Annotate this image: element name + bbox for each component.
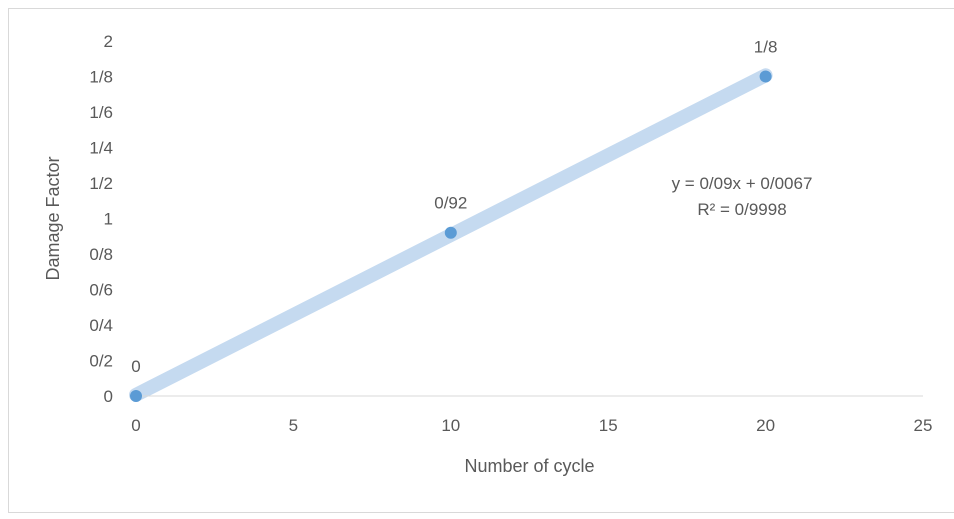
x-tick-labels: 0 5 10 15 20 25 bbox=[131, 416, 932, 435]
x-tick-label: 20 bbox=[756, 416, 775, 435]
chart-svg: 0 0/2 0/4 0/6 0/8 1 1/2 1/4 1/6 1/8 2 0 5 10 15 20 25 0… bbox=[43, 32, 932, 476]
x-tick-label: 15 bbox=[599, 416, 618, 435]
y-tick-label: 1 bbox=[104, 210, 113, 229]
data-points bbox=[130, 70, 772, 402]
y-tick-label: 1/4 bbox=[89, 139, 113, 158]
x-tick-label: 10 bbox=[441, 416, 460, 435]
chart-frame: 0 0/2 0/4 0/6 0/8 1 1/2 1/4 1/6 1/8 2 0 5 10 15 20 25 0… bbox=[8, 8, 954, 513]
data-point bbox=[759, 70, 772, 83]
data-label: 0 bbox=[131, 357, 140, 376]
y-tick-label: 1/2 bbox=[89, 174, 113, 193]
trendline-r-squared: R² = 0/9998 bbox=[697, 200, 786, 219]
x-tick-label: 0 bbox=[131, 416, 140, 435]
y-tick-label: 0 bbox=[104, 387, 113, 406]
data-point bbox=[130, 390, 142, 402]
y-tick-label: 0/8 bbox=[89, 245, 113, 264]
data-label: 0/92 bbox=[434, 194, 467, 213]
data-labels: 0 0/92 1/8 bbox=[131, 38, 777, 377]
data-label: 1/8 bbox=[754, 38, 778, 57]
y-axis-title: Damage Factor bbox=[43, 156, 63, 280]
x-tick-label: 25 bbox=[914, 416, 933, 435]
y-tick-label: 2 bbox=[104, 32, 113, 51]
y-tick-label: 0/6 bbox=[89, 281, 113, 300]
y-tick-label: 1/6 bbox=[89, 103, 113, 122]
y-tick-label: 0/4 bbox=[89, 316, 113, 335]
x-axis-title: Number of cycle bbox=[464, 456, 594, 476]
x-tick-label: 5 bbox=[289, 416, 298, 435]
y-tick-label: 1/8 bbox=[89, 68, 113, 87]
trendline-equation: y = 0/09x + 0/0067 bbox=[672, 174, 813, 193]
data-point bbox=[444, 226, 457, 239]
y-tick-label: 0/2 bbox=[89, 352, 113, 371]
y-tick-labels: 0 0/2 0/4 0/6 0/8 1 1/2 1/4 1/6 1/8 2 bbox=[89, 32, 113, 406]
